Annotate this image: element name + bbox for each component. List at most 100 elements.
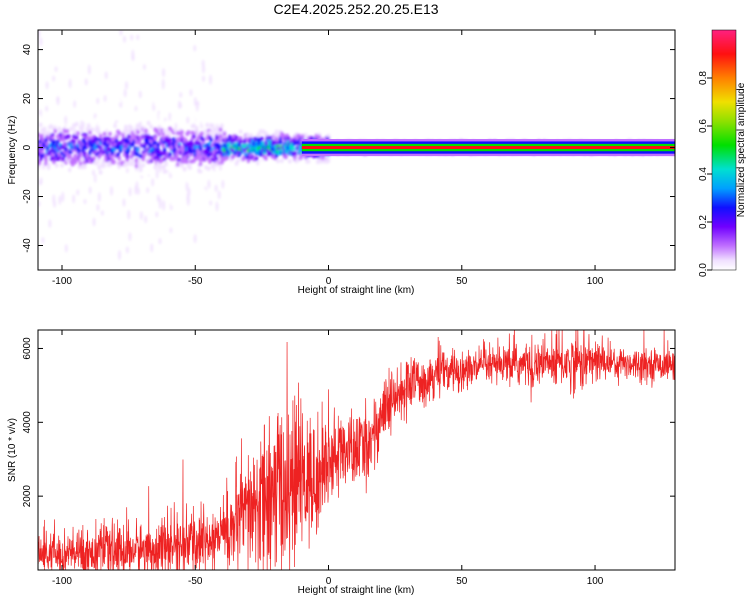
spectrogram-cell (44, 156, 48, 162)
spectrogram-cell (130, 120, 135, 126)
spectrogram-cell (192, 170, 196, 176)
spectrogram-cell (82, 164, 87, 170)
spectrogram-cell (206, 115, 211, 120)
spectrogram-cell (210, 123, 215, 128)
spectrogram-cell (72, 182, 76, 187)
spectrogram-cell (72, 194, 76, 204)
spectrogram-cell (209, 151, 214, 157)
spectrogram-cell (93, 173, 97, 183)
spectrogram-cell (136, 187, 140, 195)
spectrogram-cell (238, 129, 243, 134)
spectrogram-cell (112, 137, 116, 142)
spectrogram-cell (101, 150, 106, 155)
spectrogram-cell (194, 127, 199, 132)
spectrogram-cell (210, 142, 215, 148)
spectrogram-cell (236, 158, 240, 164)
spectrogram-cell (76, 195, 80, 202)
spectrogram-cell (97, 121, 102, 127)
spectrogram-cell (54, 163, 59, 168)
spectrogram-cell (244, 168, 248, 173)
spectrogram-cell (45, 105, 49, 113)
spectrogram-cell (73, 100, 77, 108)
spectrogram-cell (186, 130, 191, 135)
x-tick-label: 0 (326, 576, 332, 587)
spectrogram-cell (144, 128, 148, 134)
snr-x-ticks: -100 -50 0 50 100 (52, 330, 604, 587)
spectrogram-cell (45, 141, 50, 147)
spectrogram-cell (117, 156, 122, 161)
snr-y-ticks: 2000 4000 6000 (22, 337, 675, 507)
spectrogram-cell (192, 123, 196, 128)
spectrogram-cell (156, 194, 160, 203)
spectrogram-cell (133, 129, 138, 134)
spectrogram-cell (189, 173, 194, 178)
spectrogram-cell (221, 179, 225, 189)
spectrogram-cell (264, 156, 268, 161)
spectrogram-cell (281, 127, 286, 132)
spectrogram-cell (61, 137, 66, 142)
spectrogram-cell (162, 67, 166, 78)
spectrogram-cell (599, 155, 604, 161)
spectrogram-cell (266, 149, 271, 154)
spectrogram-cell (238, 136, 243, 141)
spectrogram-cell (62, 170, 67, 176)
spectrogram-cell (605, 134, 609, 139)
spectrogram-cell (50, 152, 55, 157)
spectrogram-cell (112, 159, 116, 165)
spectrogram-cell (161, 178, 166, 183)
spectrogram-cell (56, 139, 60, 144)
y-tick-label: 0 (22, 144, 33, 150)
spectrogram-cell (207, 179, 211, 189)
spectrogram-cell (52, 170, 56, 176)
spectrogram-cell (221, 138, 226, 143)
spectrogram-cell (166, 131, 171, 137)
colorbar-tick-label: 0.0 (698, 263, 709, 277)
spectrogram-cell (136, 152, 140, 157)
spectrogram-cell (314, 125, 319, 130)
spectrogram-cell (40, 133, 44, 139)
spectrogram-cell (265, 165, 270, 170)
spectrogram-cell (326, 133, 331, 139)
spectrogram-cell (277, 115, 282, 121)
spectrogram-cell (73, 156, 78, 162)
spectrogram-cell (120, 180, 124, 186)
spectrogram-cell (157, 131, 162, 137)
spectrogram-cell (208, 130, 212, 136)
spectrogram-y-label: Frequency (Hz) (7, 116, 18, 185)
spectrogram-cell (41, 153, 46, 158)
spectrogram-cell (40, 128, 44, 133)
spectrogram-cell (196, 100, 200, 107)
spectrogram-cell (209, 137, 214, 142)
spectrogram-cell (114, 177, 119, 182)
spectrogram-cell (232, 128, 236, 134)
spectrogram-cell (230, 148, 235, 153)
spectrogram-cell (125, 246, 129, 254)
spectrogram-cell (174, 87, 178, 99)
spectrogram-frame (37, 29, 676, 271)
spectrogram-cell (137, 140, 142, 146)
spectrogram-cell (475, 156, 480, 161)
spectrogram-cell (87, 64, 91, 75)
spectrogram-cell (93, 120, 98, 125)
spectrogram-cell (305, 164, 309, 169)
spectrogram-cell (152, 110, 156, 116)
spectrogram-cell (125, 154, 130, 159)
spectrogram-cell (141, 162, 146, 168)
spectrogram-cell (174, 167, 179, 172)
spectrogram-cell (132, 139, 136, 145)
spectrogram-cell (164, 160, 168, 166)
spectrogram-cell (48, 219, 52, 228)
snr-x-label: Height of straight line (km) (298, 585, 415, 596)
spectrogram-cell (53, 125, 58, 130)
spectrogram-cell (185, 141, 190, 146)
spectrogram-cell (56, 134, 60, 139)
spectrogram-cell (269, 126, 274, 132)
spectrogram-cell (129, 154, 134, 160)
spectrogram-cell (49, 168, 54, 174)
spectrogram-cell (122, 119, 127, 124)
spectrogram-cell (52, 75, 56, 82)
spectrogram-cell (38, 122, 43, 128)
spectrogram-cell (193, 233, 197, 244)
y-tick-label: 2000 (22, 485, 33, 508)
spectrogram-cell (170, 201, 175, 207)
